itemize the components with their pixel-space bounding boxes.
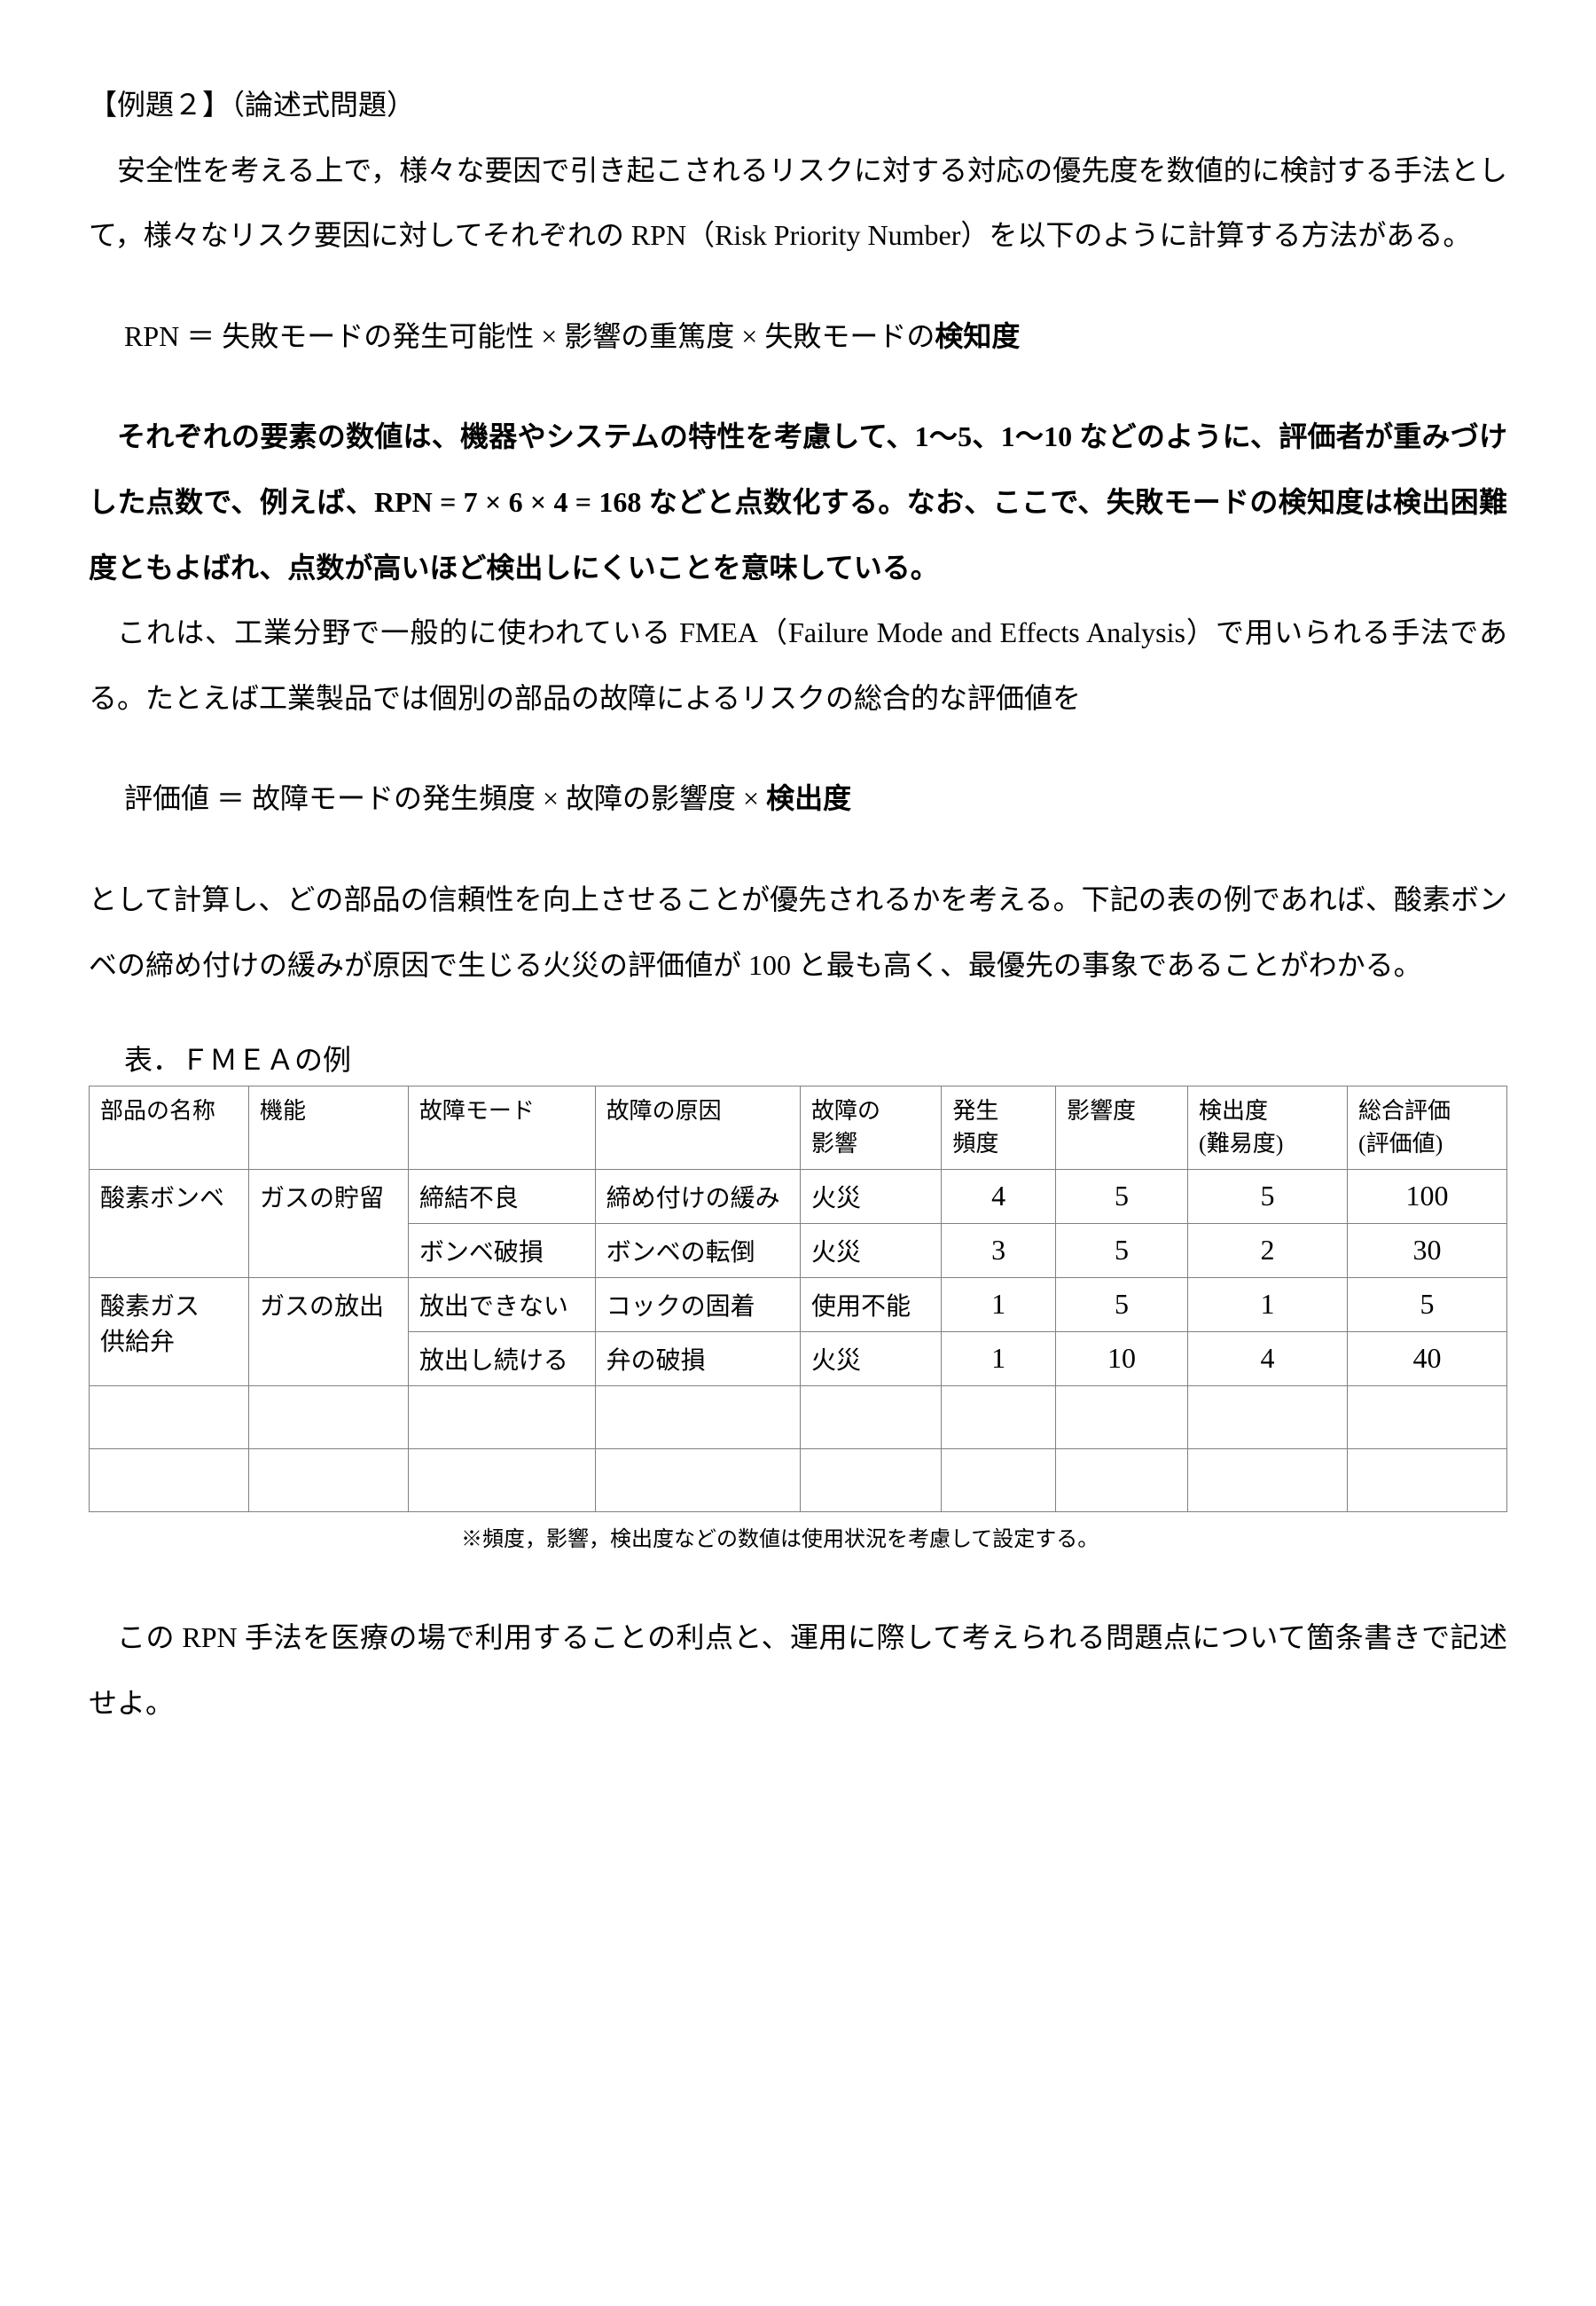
document-page: 【例題２】（論述式問題） 安全性を考える上で，様々な要因で引き起こされるリスクに… — [0, 0, 1596, 2306]
cell-total: 40 — [1347, 1331, 1506, 1385]
cell-effect: 火災 — [801, 1223, 942, 1277]
cell-name: 酸素ガス供給弁 — [90, 1277, 249, 1385]
th-detection: 検出度(難易度) — [1188, 1086, 1348, 1170]
th-severity: 影響度 — [1055, 1086, 1187, 1170]
table-empty-row — [90, 1385, 1507, 1448]
cell-mode: 締結不良 — [408, 1169, 595, 1223]
cell-function: ガスの貯留 — [248, 1169, 408, 1277]
formula2-prefix: 評価値 ＝ 故障モードの発生頻度 × 故障の影響度 × — [124, 782, 766, 814]
table-header-row: 部品の名称 機能 故障モード 故障の原因 故障の影響 発生頻度 影響度 検出度(… — [90, 1086, 1507, 1170]
cell-detection: 1 — [1188, 1277, 1348, 1331]
formula-evaluation: 評価値 ＝ 故障モードの発生頻度 × 故障の影響度 × 検出度 — [124, 766, 1507, 832]
cell-total: 5 — [1347, 1277, 1506, 1331]
cell-function: ガスの放出 — [248, 1277, 408, 1385]
cell-total: 100 — [1347, 1169, 1506, 1223]
table-row: 酸素ガス供給弁 ガスの放出 放出できない コックの固着 使用不能 1 5 1 5 — [90, 1277, 1507, 1331]
paragraph-5-question: この RPN 手法を医療の場で利用することの利点と、運用に際して考えられる問題点… — [89, 1605, 1507, 1736]
cell-effect: 使用不能 — [801, 1277, 942, 1331]
th-mode: 故障モード — [408, 1086, 595, 1170]
paragraph-4: として計算し、どの部品の信頼性を向上させることが優先されるかを考える。下記の表の… — [89, 867, 1507, 998]
cell-freq: 4 — [942, 1169, 1056, 1223]
cell-effect: 火災 — [801, 1331, 942, 1385]
fmea-table: 部品の名称 機能 故障モード 故障の原因 故障の影響 発生頻度 影響度 検出度(… — [89, 1086, 1507, 1512]
paragraph-2-bold: それぞれの要素の数値は、機器やシステムの特性を考慮して、1〜5、1〜10 などの… — [89, 404, 1507, 600]
th-freq: 発生頻度 — [942, 1086, 1056, 1170]
cell-mode: 放出できない — [408, 1277, 595, 1331]
cell-freq: 3 — [942, 1223, 1056, 1277]
cell-detection: 5 — [1188, 1169, 1348, 1223]
table-caption: 表．ＦＭＥＡの例 — [124, 1038, 1507, 1078]
th-total: 総合評価(評価値) — [1347, 1086, 1506, 1170]
cell-detection: 2 — [1188, 1223, 1348, 1277]
formula1-prefix: RPN ＝ 失敗モードの発生可能性 × 影響の重篤度 × 失敗モードの — [124, 320, 935, 352]
cell-detection: 4 — [1188, 1331, 1348, 1385]
cell-freq: 1 — [942, 1277, 1056, 1331]
cell-total: 30 — [1347, 1223, 1506, 1277]
cell-severity: 5 — [1055, 1169, 1187, 1223]
cell-mode: 放出し続ける — [408, 1331, 595, 1385]
cell-severity: 5 — [1055, 1223, 1187, 1277]
cell-cause: 締め付けの緩み — [595, 1169, 800, 1223]
cell-cause: コックの固着 — [595, 1277, 800, 1331]
th-cause: 故障の原因 — [595, 1086, 800, 1170]
cell-severity: 10 — [1055, 1331, 1187, 1385]
cell-cause: 弁の破損 — [595, 1331, 800, 1385]
cell-effect: 火災 — [801, 1169, 942, 1223]
cell-freq: 1 — [942, 1331, 1056, 1385]
table-row: 酸素ボンベ ガスの貯留 締結不良 締め付けの緩み 火災 4 5 5 100 — [90, 1169, 1507, 1223]
paragraph-1: 安全性を考える上で，様々な要因で引き起こされるリスクに対する対応の優先度を数値的… — [89, 138, 1507, 269]
cell-name: 酸素ボンベ — [90, 1169, 249, 1277]
formula2-bold-term: 検出度 — [766, 782, 851, 814]
cell-cause: ボンベの転倒 — [595, 1223, 800, 1277]
formula-rpn: RPN ＝ 失敗モードの発生可能性 × 影響の重篤度 × 失敗モードの検知度 — [124, 304, 1507, 370]
table-note: ※頻度，影響，検出度などの数値は使用状況を考慮して設定する。 — [461, 1521, 1507, 1552]
formula1-bold-term: 検知度 — [935, 320, 1020, 352]
th-effect: 故障の影響 — [801, 1086, 942, 1170]
table-empty-row — [90, 1448, 1507, 1511]
paragraph-3: これは、工業分野で一般的に使われている FMEA（Failure Mode an… — [89, 600, 1507, 731]
th-function: 機能 — [248, 1086, 408, 1170]
example-title: 【例題２】（論述式問題） — [89, 73, 1507, 138]
th-name: 部品の名称 — [90, 1086, 249, 1170]
cell-severity: 5 — [1055, 1277, 1187, 1331]
cell-mode: ボンベ破損 — [408, 1223, 595, 1277]
